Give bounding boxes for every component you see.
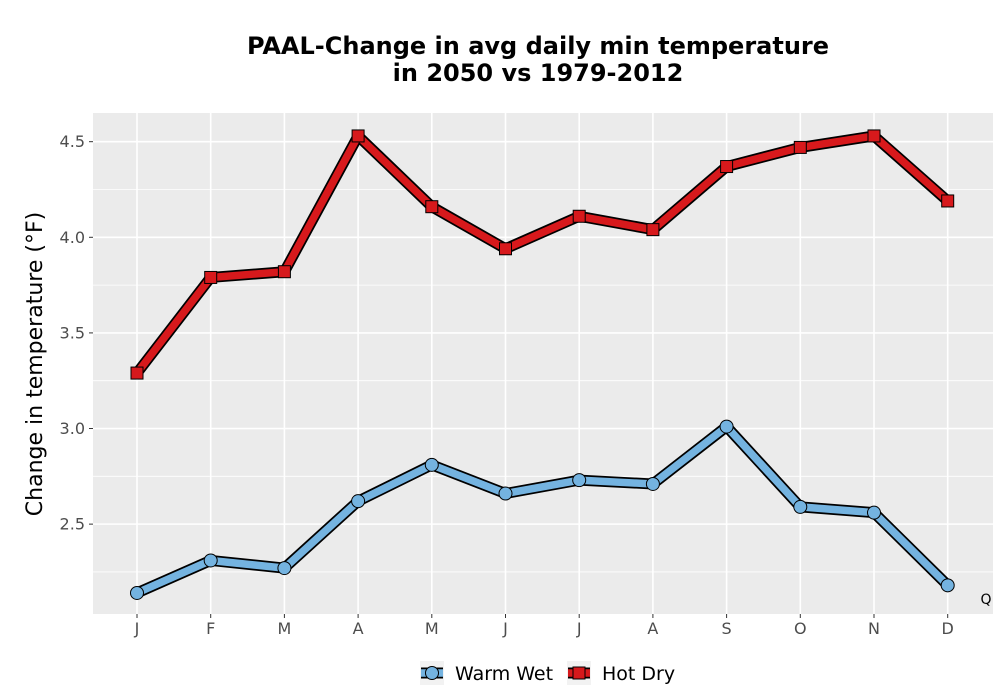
legend-label: Warm Wet	[455, 663, 553, 685]
data-point	[645, 476, 660, 491]
data-point	[572, 209, 586, 223]
data-point	[425, 200, 439, 214]
x-tick-label: J	[576, 619, 582, 638]
legend-key-marker	[425, 666, 439, 680]
x-tick-label: S	[722, 619, 732, 638]
series-layer	[130, 129, 955, 600]
x-tick-label: D	[942, 619, 954, 638]
x-tick-label: A	[353, 619, 364, 638]
data-point	[130, 585, 144, 600]
data-point	[277, 561, 292, 576]
legend-key-marker	[572, 666, 586, 680]
y-tick-label: 4.5	[60, 132, 85, 151]
data-point	[351, 129, 365, 143]
data-point	[646, 223, 660, 237]
series-line	[133, 132, 952, 377]
series-line	[133, 422, 952, 597]
y-tick-label: 4.0	[60, 228, 85, 247]
x-tick-label: J	[134, 619, 140, 638]
data-point	[572, 473, 587, 488]
x-tick-label: A	[647, 619, 658, 638]
x-tick-label: N	[868, 619, 880, 638]
data-point	[130, 366, 144, 380]
chart-title-line1: PAAL-Change in avg daily min temperature	[247, 32, 829, 60]
data-point	[941, 194, 955, 208]
data-point	[499, 242, 512, 256]
legend-item: Warm Wet	[420, 661, 553, 685]
data-point	[720, 160, 734, 174]
y-tick-label: 3.0	[60, 419, 85, 438]
grid-lines	[93, 113, 993, 614]
chart-title-line2: in 2050 vs 1979-2012	[393, 59, 684, 87]
data-point	[867, 129, 881, 143]
data-point	[867, 505, 881, 520]
x-tick-label: F	[206, 619, 215, 638]
corner-note: Q	[980, 592, 991, 608]
legend-label: Hot Dry	[602, 663, 675, 685]
series-1	[130, 129, 955, 380]
data-point	[424, 457, 439, 472]
legend: Warm Wet Hot Dry	[420, 661, 675, 685]
data-point	[719, 419, 734, 434]
data-point	[498, 486, 513, 501]
data-point	[204, 270, 218, 284]
data-point	[793, 140, 807, 154]
plot-panel	[93, 113, 993, 614]
y-axis-title: Change in temperature (°F)	[23, 212, 48, 516]
x-tick-label: M	[277, 619, 291, 638]
data-point	[277, 265, 291, 279]
data-point	[351, 494, 366, 509]
data-point	[203, 553, 218, 568]
series-0	[130, 419, 955, 600]
data-point	[793, 499, 808, 514]
data-point	[940, 578, 955, 593]
x-tick-label: J	[502, 619, 508, 638]
y-tick-label: 3.5	[60, 323, 85, 342]
legend-item: Hot Dry	[567, 661, 675, 685]
axes-layer: 2.5 3.0 3.5 4.0 4.5 J F M A M J J A S O N D	[60, 132, 954, 638]
x-tick-label: M	[425, 619, 439, 638]
y-tick-label: 2.5	[60, 515, 85, 534]
x-tick-label: O	[794, 619, 807, 638]
